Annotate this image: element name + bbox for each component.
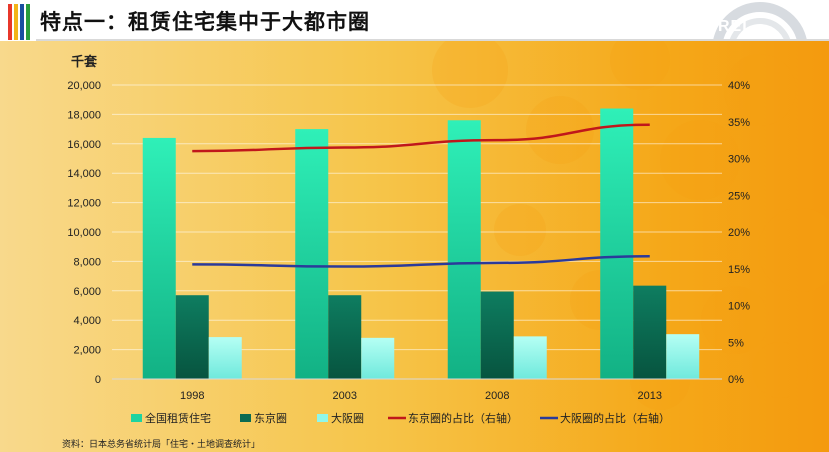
y-right-tick-label: 35% — [728, 117, 750, 129]
page-title: 特点一：租赁住宅集中于大都市圈 — [40, 10, 370, 34]
y-left-tick-label: 10,000 — [67, 227, 101, 239]
y-left-tick-label: 4,000 — [73, 315, 101, 327]
bg-bubble — [494, 204, 546, 256]
bar-全国租赁住宅 — [142, 137, 176, 379]
logo-text: REI — [718, 18, 748, 35]
logo-emblem — [712, 2, 808, 48]
bg-bubble — [724, 54, 796, 126]
bar-东京圈 — [480, 291, 514, 379]
bar-大阪圈 — [513, 336, 547, 379]
line-大阪圈的占比（右轴） — [192, 255, 650, 268]
y-axis-unit-label: 千套 — [71, 54, 98, 70]
x-tick-label: 2013 — [638, 390, 662, 402]
bg-bubble — [701, 286, 769, 354]
bg-bubble — [610, 41, 670, 90]
y-right-tick-label: 20% — [728, 227, 750, 239]
header-divider — [36, 39, 829, 41]
y-right-tick-label: 40% — [728, 80, 750, 92]
y-left-tick-label: 8,000 — [73, 256, 101, 268]
y-right-tick-label: 15% — [728, 264, 750, 276]
legend-label: 东京圈的占比（右轴） — [408, 411, 518, 425]
bar-东京圈 — [175, 295, 209, 379]
bar-全国租赁住宅 — [447, 120, 481, 379]
y-left-tick-label: 2,000 — [73, 345, 101, 357]
legend-label: 大阪圈 — [331, 411, 364, 425]
legend-label: 全国租赁住宅 — [145, 411, 211, 425]
source-note: 资料：日本总务省统计局「住宅・土地调查统计」 — [62, 440, 261, 450]
y-right-tick-label: 5% — [728, 337, 744, 349]
stripe-blue — [20, 4, 24, 40]
y-right-tick-label: 10% — [728, 301, 750, 313]
legend-swatch — [317, 414, 328, 422]
bg-bubble — [526, 96, 594, 164]
bar-大阪圈 — [361, 337, 395, 379]
stripe-red — [8, 4, 12, 40]
bg-bubble — [752, 342, 808, 398]
bar-全国租赁住宅 — [600, 108, 634, 380]
bar-大阪圈 — [208, 337, 242, 379]
bg-bubble — [758, 208, 829, 292]
stripe-green — [26, 4, 30, 40]
y-right-tick-label: 0% — [728, 374, 744, 386]
stripe-yellow — [14, 4, 18, 40]
chart-svg: 千套 0 2,000 4,000 6,000 8,000 10,000 12,000 14,00… — [67, 41, 829, 425]
bar-全国租赁住宅 — [295, 129, 329, 379]
y-left-tick-label: 16,000 — [67, 139, 101, 151]
y-left-tick-label: 0 — [95, 374, 101, 386]
bar-东京圈 — [633, 285, 667, 379]
bg-bubble — [660, 120, 740, 200]
y-left-tick-label: 14,000 — [67, 168, 101, 180]
y-left-tick-label: 6,000 — [73, 286, 101, 298]
line-东京圈的占比（右轴） — [192, 123, 650, 153]
y-left-tick-label: 12,000 — [67, 198, 101, 210]
bar-大阪圈 — [666, 334, 700, 379]
y-left-tick-label: 20,000 — [67, 80, 101, 92]
legend-swatch — [240, 414, 251, 422]
bar-东京圈 — [328, 295, 362, 379]
header-bar: 特点一：租赁住宅集中于大都市圈 REI — [0, 0, 829, 48]
legend-label: 大阪圈的占比（右轴） — [560, 411, 670, 425]
legend-swatch — [131, 414, 142, 422]
color-stripes — [8, 4, 32, 40]
x-tick-label: 2003 — [333, 390, 357, 402]
x-tick-label: 2008 — [485, 390, 509, 402]
x-tick-label: 1998 — [180, 390, 204, 402]
legend-label: 东京圈 — [254, 411, 287, 425]
y-right-tick-label: 30% — [728, 154, 750, 166]
y-right-tick-label: 25% — [728, 190, 750, 202]
chart-panel: 千套 0 2,000 4,000 6,000 8,000 10,000 12,000 14,00… — [0, 41, 829, 452]
bg-bubble — [432, 41, 508, 108]
y-left-tick-label: 18,000 — [67, 109, 101, 121]
